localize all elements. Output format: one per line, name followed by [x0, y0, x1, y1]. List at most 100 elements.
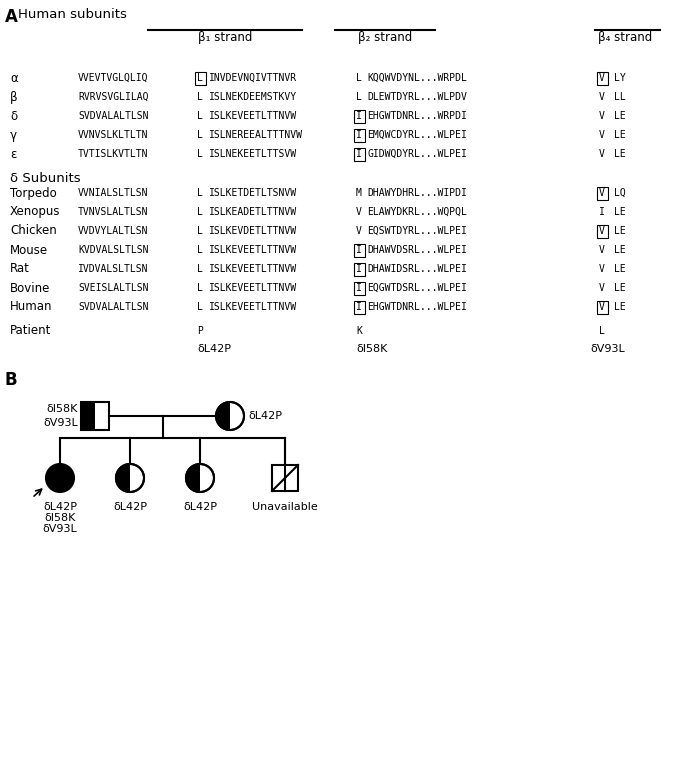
Bar [354, 128, 365, 141]
Wedge shape [216, 402, 230, 430]
Text: ISLKEVDETLTTNVW: ISLKEVDETLTTNVW [209, 226, 297, 236]
Text: ISLKEVEETLTTNVW: ISLKEVEETLTTNVW [209, 283, 297, 293]
Text: L: L [197, 207, 203, 217]
Text: ISLKEVEETLTTNVW: ISLKEVEETLTTNVW [209, 111, 297, 121]
Text: V: V [599, 188, 605, 198]
Text: Torpedo: Torpedo [10, 186, 57, 199]
Text: δL42P: δL42P [113, 502, 147, 512]
Bar [354, 263, 365, 276]
Text: A: A [5, 8, 18, 26]
Bar [354, 300, 365, 313]
Text: LE: LE [614, 207, 626, 217]
Text: LE: LE [614, 264, 626, 274]
Text: VVNIALSLTLSN: VVNIALSLTLSN [78, 188, 148, 198]
Text: I: I [356, 149, 362, 159]
Bar [81, 402, 95, 430]
Bar [354, 109, 365, 122]
Text: δL42P: δL42P [197, 344, 231, 354]
Text: DLEWTDYRL...WLPDV: DLEWTDYRL...WLPDV [367, 92, 467, 102]
Text: ISLNEREEALTTTNVW: ISLNEREEALTTTNVW [209, 130, 303, 140]
Text: I: I [356, 302, 362, 312]
Bar [597, 186, 608, 199]
Text: V: V [599, 226, 605, 236]
Text: β₂ strand: β₂ strand [358, 31, 412, 44]
Text: EHGWTDNRL...WLPEI: EHGWTDNRL...WLPEI [367, 302, 467, 312]
Bar [95, 402, 109, 430]
Wedge shape [116, 464, 130, 492]
Text: Xenopus: Xenopus [10, 206, 60, 219]
Text: L: L [197, 188, 203, 198]
Text: L: L [197, 92, 203, 102]
Text: ε: ε [10, 147, 16, 160]
Text: V: V [356, 226, 362, 236]
Text: δL42P: δL42P [248, 411, 282, 421]
Text: LY: LY [614, 73, 626, 83]
Text: GIDWQDYRL...WLPEI: GIDWQDYRL...WLPEI [367, 149, 467, 159]
Bar [597, 72, 608, 85]
Text: VVDVYLALTLSN: VVDVYLALTLSN [78, 226, 148, 236]
Text: δV93L: δV93L [43, 524, 78, 534]
Text: V: V [599, 264, 605, 274]
Bar [354, 147, 365, 160]
Text: I: I [599, 207, 605, 217]
Text: LL: LL [614, 92, 626, 102]
Bar [354, 281, 365, 294]
Text: L: L [197, 73, 203, 83]
Text: ISLKETDETLTSNVW: ISLKETDETLTSNVW [209, 188, 297, 198]
Text: δI58K: δI58K [356, 344, 387, 354]
Bar [354, 244, 365, 257]
Text: L: L [356, 73, 362, 83]
Text: Rat: Rat [10, 263, 30, 276]
Text: VVNVSLKLTLTN: VVNVSLKLTLTN [78, 130, 148, 140]
Text: I: I [356, 111, 362, 121]
Text: β₄ strand: β₄ strand [598, 31, 652, 44]
Circle shape [186, 464, 214, 492]
Text: Unavailable: Unavailable [252, 502, 318, 512]
Text: Human: Human [10, 300, 52, 313]
Text: L: L [197, 130, 203, 140]
Text: M: M [356, 188, 362, 198]
Text: EHGWTDNRL...WRPDI: EHGWTDNRL...WRPDI [367, 111, 467, 121]
Text: LE: LE [614, 149, 626, 159]
Text: ISLNEKDEEMSTKVY: ISLNEKDEEMSTKVY [209, 92, 297, 102]
Text: EQSWTDYRL...WLPEI: EQSWTDYRL...WLPEI [367, 226, 467, 236]
Text: ISLKEADETLTTNVW: ISLKEADETLTTNVW [209, 207, 297, 217]
Text: δL42P: δL42P [183, 502, 217, 512]
Text: Patient: Patient [10, 325, 51, 338]
Text: SVDVALALTLSN: SVDVALALTLSN [78, 111, 148, 121]
Text: δL42P: δL42P [43, 502, 77, 512]
Text: β₁ strand: β₁ strand [198, 31, 252, 44]
Text: V: V [599, 73, 605, 83]
Text: V: V [599, 149, 605, 159]
Text: P: P [197, 326, 203, 336]
Text: LE: LE [614, 245, 626, 255]
Text: I: I [356, 283, 362, 293]
Text: L: L [197, 302, 203, 312]
Circle shape [216, 402, 244, 430]
Text: VVEVTVGLQLIQ: VVEVTVGLQLIQ [78, 73, 148, 83]
Text: EQGWTDSRL...WLPEI: EQGWTDSRL...WLPEI [367, 283, 467, 293]
Bar [81, 402, 109, 430]
Text: Human subunits: Human subunits [18, 8, 127, 21]
Text: KVDVALSLTLSN: KVDVALSLTLSN [78, 245, 148, 255]
Text: I: I [356, 264, 362, 274]
Text: DHAWIDSRL...WLPEI: DHAWIDSRL...WLPEI [367, 264, 467, 274]
Text: LE: LE [614, 226, 626, 236]
Text: LE: LE [614, 130, 626, 140]
Text: SVEISLALTLSN: SVEISLALTLSN [78, 283, 148, 293]
Text: δI58K: δI58K [44, 513, 76, 523]
Text: TVNVSLALTLSN: TVNVSLALTLSN [78, 207, 148, 217]
Text: V: V [599, 302, 605, 312]
Text: L: L [599, 326, 605, 336]
Wedge shape [186, 464, 200, 492]
Text: IVDVALSLTLSN: IVDVALSLTLSN [78, 264, 148, 274]
Text: B: B [5, 371, 18, 389]
Text: K: K [356, 326, 362, 336]
Text: V: V [599, 92, 605, 102]
Text: L: L [356, 92, 362, 102]
Text: V: V [356, 207, 362, 217]
Bar [272, 465, 298, 491]
Circle shape [46, 464, 74, 492]
Text: L: L [197, 226, 203, 236]
Bar [597, 300, 608, 313]
